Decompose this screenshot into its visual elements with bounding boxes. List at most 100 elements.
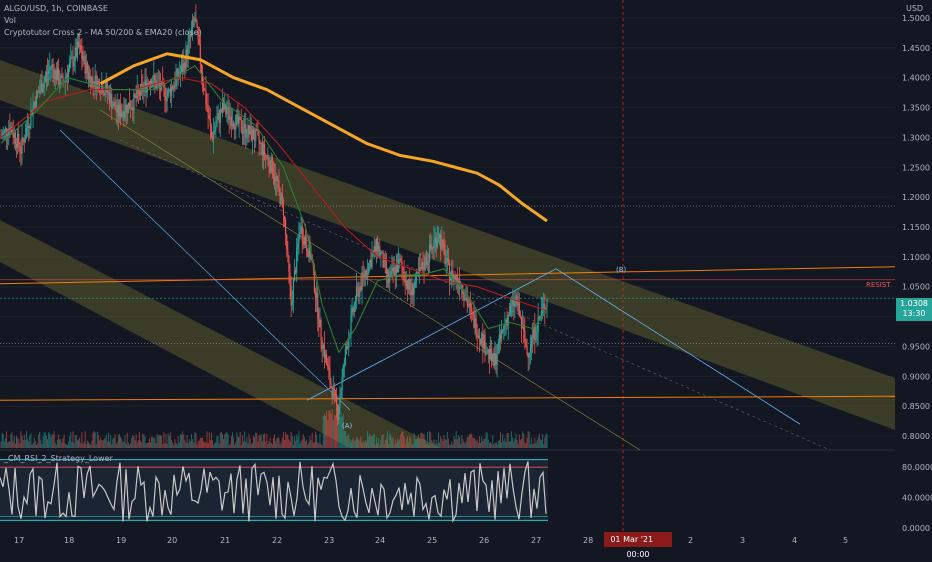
- volume-bar: [394, 439, 396, 448]
- candle-body: [180, 64, 183, 72]
- ma-indicator-label[interactable]: Cryptotutor Cross 2 - MA 50/200 & EMA20 …: [4, 28, 202, 37]
- volume-bar: [347, 435, 349, 448]
- volume-bar: [159, 435, 161, 448]
- candle-body: [80, 44, 82, 52]
- candle-body: [328, 366, 330, 371]
- candle-body: [200, 64, 203, 74]
- volume-bar: [13, 435, 15, 448]
- candle-body: [485, 353, 487, 355]
- candle-body: [166, 96, 168, 102]
- candle-body: [327, 364, 329, 367]
- candle-body: [434, 237, 436, 241]
- volume-bar: [399, 439, 401, 448]
- volume-bar: [238, 436, 240, 448]
- volume-bar: [327, 419, 329, 448]
- candle-body: [91, 77, 93, 88]
- time-axis[interactable]: 17 18 19 20 21 22 23 24 25 26 27 28 2 3 4 5: [14, 536, 848, 545]
- candle-body: [153, 75, 155, 84]
- volume-bar: [413, 432, 415, 448]
- rsi-indicator-label[interactable]: _CM_RSI_2_Strategy_Lower: [4, 454, 113, 463]
- candle-body: [254, 139, 256, 141]
- candle-body: [455, 275, 457, 280]
- candle-body: [213, 131, 215, 140]
- candle-body: [43, 81, 45, 89]
- horizontal-levels: [0, 205, 896, 401]
- volume-bar: [452, 444, 454, 448]
- volume-bar: [437, 432, 439, 448]
- volume-bar: [277, 437, 279, 448]
- volume-bar: [509, 440, 511, 448]
- candle-body: [28, 126, 30, 129]
- candle-body: [410, 290, 412, 296]
- candle-body: [285, 219, 287, 235]
- volume-bar: [379, 444, 381, 448]
- candle-body: [504, 324, 506, 327]
- volume-bar: [31, 444, 33, 448]
- candle-body: [216, 119, 218, 126]
- symbol-title[interactable]: ALGO/USD, 1h, COINBASE: [4, 4, 108, 13]
- candle-body: [517, 301, 519, 306]
- volume-bar: [196, 444, 198, 448]
- volume-bar: [253, 435, 255, 448]
- volume-bar: [337, 412, 339, 448]
- candle-body: [242, 131, 245, 134]
- volume-bar: [310, 440, 312, 448]
- volume-bar: [293, 436, 295, 448]
- candle-body: [309, 242, 311, 259]
- volume-bar: [76, 440, 78, 448]
- candle-body: [293, 270, 296, 281]
- price-axis[interactable]: 1.5000 1.4500 1.4000 1.3500 1.3000 1.2500 1.20…: [902, 14, 932, 533]
- candle-body: [329, 370, 331, 384]
- volume-bar: [433, 439, 435, 448]
- chart-stage[interactable]: 1.5000 1.4500 1.4000 1.3500 1.3000 1.2500 1.20…: [0, 0, 932, 550]
- candle-body: [478, 335, 481, 339]
- volume-bar: [183, 434, 185, 448]
- diagonal-trendline: [59, 129, 351, 411]
- candle-body: [234, 127, 236, 130]
- candle-body: [307, 251, 309, 257]
- volume-bar: [230, 436, 232, 448]
- trend-lines: [59, 109, 831, 451]
- volume-bar: [381, 434, 383, 448]
- volume-bar: [218, 443, 220, 448]
- volume-bar: [436, 443, 438, 448]
- volume-indicator-label[interactable]: Vol: [4, 16, 16, 25]
- candle-body: [388, 271, 390, 283]
- volume-bar: [455, 431, 457, 448]
- volume-bar: [174, 439, 176, 448]
- volume-bar: [144, 436, 146, 448]
- volume-bar: [454, 438, 456, 448]
- candle-body: [431, 247, 433, 250]
- volume-bar: [233, 437, 235, 448]
- volume-bar: [445, 440, 447, 448]
- candle-body: [75, 47, 77, 57]
- volume-bar: [392, 437, 394, 448]
- volume-bar: [209, 440, 211, 448]
- volume-bar: [429, 431, 431, 448]
- volume-bar: [102, 440, 104, 448]
- candle-body: [502, 329, 504, 332]
- candle-body: [435, 237, 437, 247]
- candle-body: [474, 318, 476, 328]
- candle-body: [355, 286, 358, 302]
- volume-bar: [96, 431, 98, 448]
- candle-body: [354, 301, 357, 304]
- volume-bar: [87, 441, 89, 448]
- candle-body: [178, 74, 180, 78]
- volume-bar: [84, 431, 86, 448]
- candle-body: [381, 251, 383, 254]
- volume-bar: [133, 435, 135, 448]
- candle-body: [3, 130, 5, 133]
- candle-body: [500, 331, 503, 339]
- candle-body: [22, 137, 24, 141]
- candle-body: [136, 88, 138, 99]
- volume-bar: [106, 441, 108, 448]
- candle-body: [341, 376, 343, 391]
- candle-body: [416, 271, 419, 273]
- candle-body: [141, 83, 143, 85]
- crosshair-date: 01 Mar '21: [610, 535, 654, 544]
- volume-bar: [150, 442, 152, 448]
- candle-body: [231, 123, 234, 126]
- volume-bar: [353, 441, 355, 448]
- candle-body: [471, 307, 473, 312]
